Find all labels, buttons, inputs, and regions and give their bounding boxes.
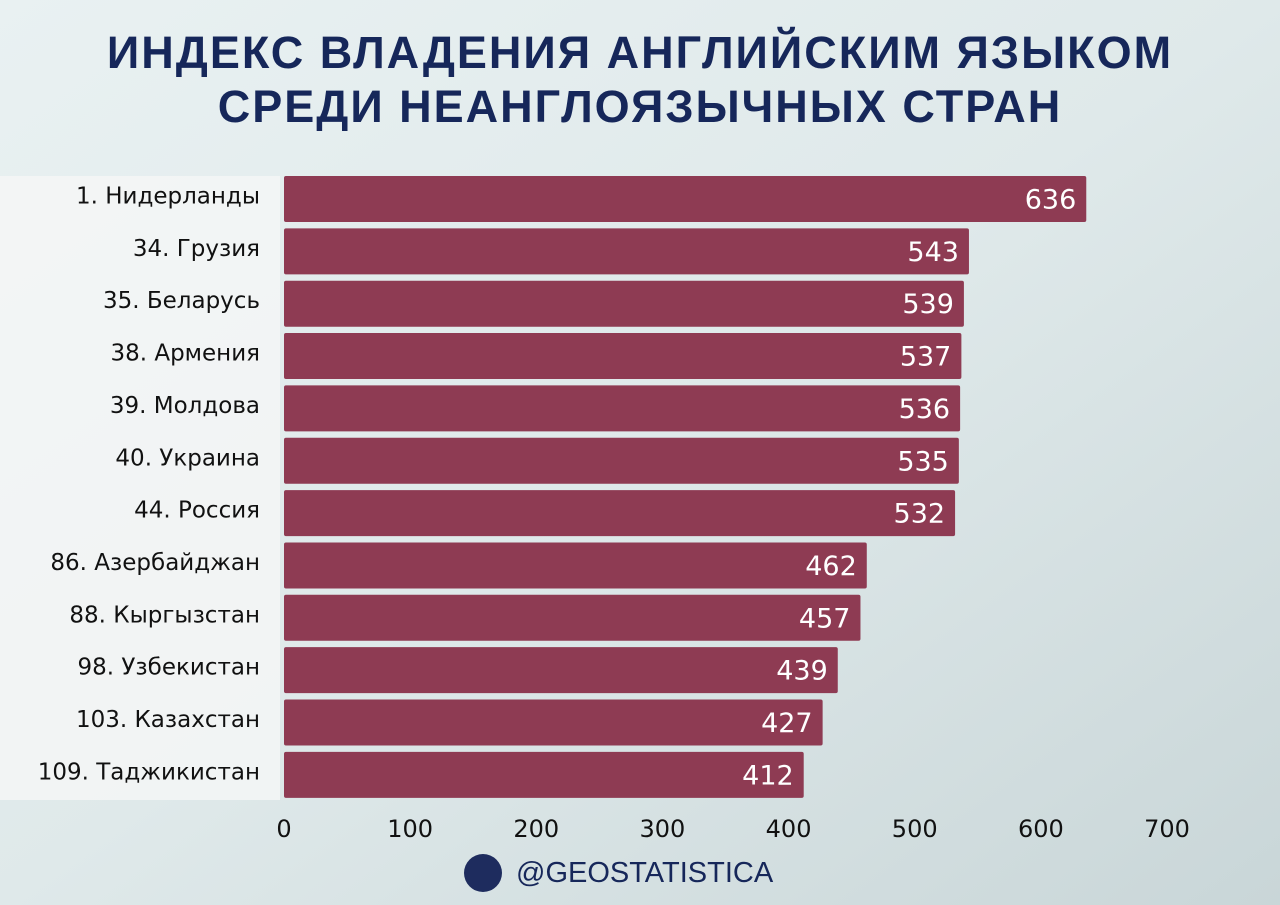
y-tick-label: 38. Армения bbox=[110, 341, 260, 367]
chart-title: ИНДЕКС ВЛАДЕНИЯ АНГЛИЙСКИМ ЯЗЫКОМ СРЕДИ … bbox=[106, 27, 1174, 132]
value-label: 539 bbox=[902, 289, 954, 320]
label-panel bbox=[0, 176, 280, 800]
bar bbox=[284, 385, 961, 432]
value-label: 439 bbox=[776, 656, 828, 687]
value-label: 636 bbox=[1025, 185, 1077, 216]
bar bbox=[284, 751, 804, 798]
source: @GEOSTATISTICA bbox=[516, 856, 774, 889]
bar bbox=[284, 280, 964, 327]
footer: @GEOSTATISTICA bbox=[464, 852, 773, 894]
x-tick-label: 400 bbox=[766, 815, 812, 843]
value-label: 543 bbox=[907, 237, 959, 268]
bar bbox=[284, 542, 867, 589]
value-label: 532 bbox=[894, 499, 946, 530]
value-label: 537 bbox=[900, 342, 952, 373]
y-tick-label: 103. Казахстан bbox=[76, 707, 260, 733]
value-label: 535 bbox=[897, 446, 949, 477]
y-tick-label: 98. Узбекистан bbox=[78, 655, 260, 681]
bar bbox=[284, 594, 861, 641]
bar bbox=[284, 437, 959, 484]
y-tick-label: 40. Украина bbox=[115, 445, 260, 471]
bar bbox=[284, 699, 823, 746]
x-tick-label: 600 bbox=[1018, 815, 1064, 843]
y-tick-label: 1. Нидерланды bbox=[76, 184, 260, 210]
y-tick-label: 86. Азербайджан bbox=[50, 550, 260, 576]
x-tick-label: 200 bbox=[513, 815, 559, 843]
x-tick-label: 300 bbox=[640, 815, 686, 843]
bar bbox=[284, 647, 838, 694]
y-tick-label: 88. Кыргызстан bbox=[69, 602, 260, 628]
x-tick-label: 500 bbox=[892, 815, 938, 843]
y-tick-label: 34. Грузия bbox=[133, 236, 260, 262]
bar bbox=[284, 490, 956, 537]
value-label: 462 bbox=[805, 551, 857, 582]
x-tick-label: 100 bbox=[387, 815, 433, 843]
y-tick-label: 109. Таджикистан bbox=[38, 759, 260, 785]
y-tick-label: 44. Россия bbox=[134, 498, 260, 524]
x-tick-label: 700 bbox=[1144, 815, 1190, 843]
bar bbox=[284, 176, 1087, 222]
y-tick-label: 35. Беларусь bbox=[103, 288, 260, 314]
bar bbox=[284, 228, 969, 275]
value-label: 427 bbox=[761, 708, 813, 739]
logo bbox=[464, 854, 502, 892]
y-tick-label: 39. Молдова bbox=[110, 393, 260, 419]
x-tick-label: 0 bbox=[276, 815, 291, 843]
value-label: 536 bbox=[899, 394, 951, 425]
bar bbox=[284, 333, 962, 380]
value-label: 412 bbox=[742, 760, 794, 791]
value-label: 457 bbox=[799, 603, 851, 634]
